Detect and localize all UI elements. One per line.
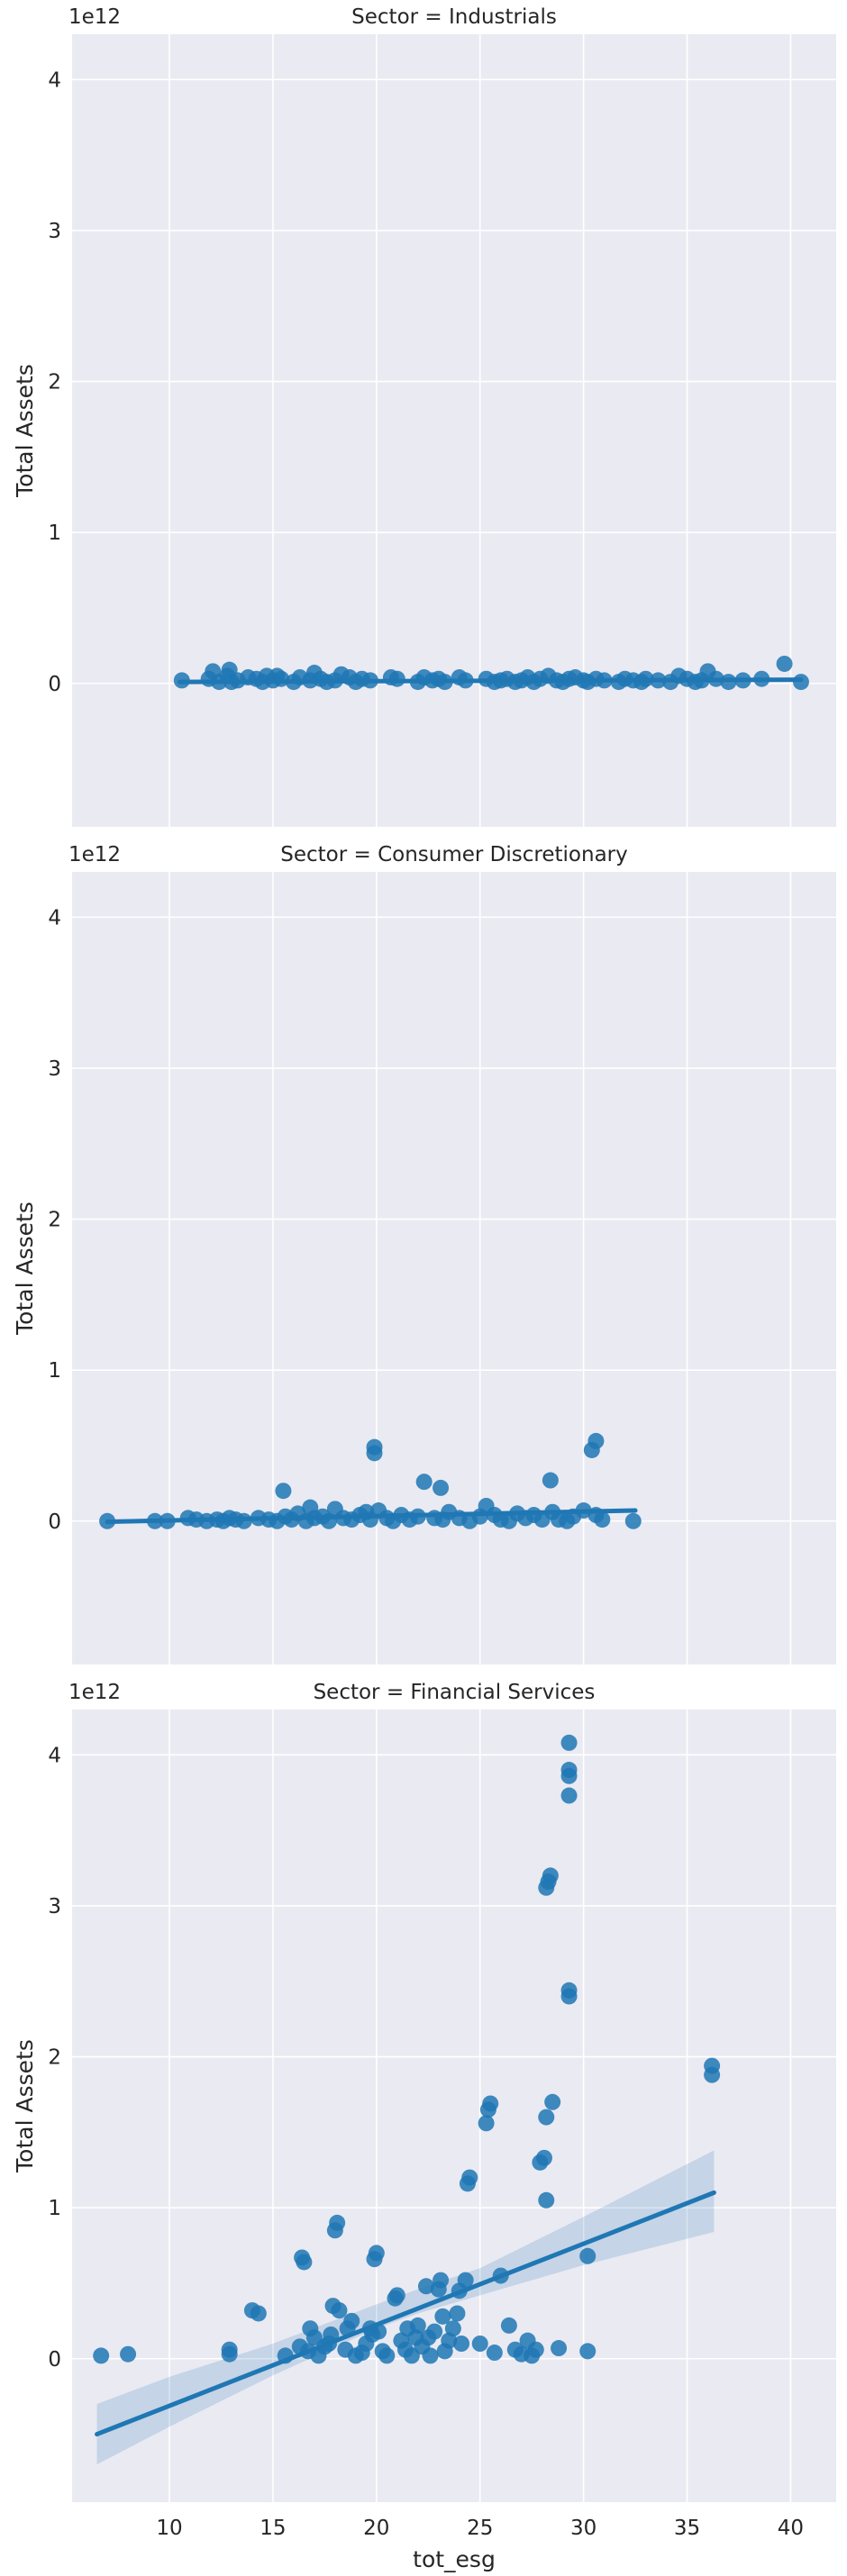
chart-panel-2: 0 1 2 3 4 Sector = Consumer Discretionary 1e12… [12, 843, 836, 1664]
data-point [542, 1867, 559, 1884]
regression-line [105, 1508, 638, 1525]
y-tick-label: 4 [48, 68, 61, 92]
y-tick-label: 2 [48, 1209, 61, 1232]
data-point [250, 2305, 267, 2322]
data-point [594, 1511, 611, 1528]
y-axis-label: Total Assets [12, 2039, 38, 2173]
y-tick-label: 1 [48, 522, 61, 545]
data-point [587, 1432, 605, 1449]
data-point [478, 2115, 495, 2132]
plot-area [72, 34, 836, 827]
x-tick-label: 15 [260, 2517, 286, 2540]
y-tick-label: 2 [48, 2046, 61, 2070]
x-axis-label: tot_esg [413, 2546, 496, 2572]
data-point [527, 2341, 544, 2358]
panel-title: Sector = Consumer Discretionary [280, 843, 627, 866]
y-offset-label: 1e12 [68, 1681, 121, 1704]
plot-area [72, 1710, 836, 2502]
data-point [221, 2341, 238, 2358]
y-tick-label: 4 [48, 1744, 61, 1767]
data-point [434, 2308, 451, 2325]
panel-title: Sector = Industrials [351, 5, 557, 29]
confidence-band [96, 2150, 715, 2465]
data-point [538, 2191, 555, 2209]
data-point [368, 2245, 385, 2262]
data-point [388, 2287, 405, 2304]
data-point [331, 2302, 348, 2319]
y-tick-label: 4 [48, 906, 61, 930]
data-point [482, 2095, 499, 2112]
x-tick-label: 30 [570, 2517, 597, 2540]
data-point [471, 2336, 488, 2352]
regression-line [178, 677, 804, 685]
data-point [453, 2336, 470, 2352]
data-point [422, 2347, 439, 2364]
y-tick-label: 3 [48, 1057, 61, 1081]
chart-panel-1: 0 1 2 3 4 Sector = Industrials 1e12 Total Asset… [12, 5, 836, 827]
y-tick-label: 3 [48, 1895, 61, 1918]
data-point [461, 2169, 478, 2186]
y-offset-label: 1e12 [68, 5, 121, 29]
y-offset-label: 1e12 [68, 843, 121, 866]
data-point [93, 2347, 110, 2364]
data-point [624, 1512, 642, 1529]
chart-panel-3: 0 1 2 3 4 10 15 20 25 30 35 40 Sector = Financial Se… [12, 1681, 836, 2572]
x-tick-label: 40 [778, 2517, 804, 2540]
data-point [560, 1767, 578, 1784]
data-point [551, 2340, 568, 2357]
regression-line [95, 2190, 716, 2437]
x-tick-label: 10 [156, 2517, 182, 2540]
data-point [433, 2272, 450, 2289]
y-tick-label: 1 [48, 1359, 61, 1383]
data-point [433, 1479, 450, 1496]
y-tick-label: 1 [48, 2197, 61, 2220]
data-point [275, 1483, 292, 1500]
y-axis-label: Total Assets [12, 1202, 38, 1336]
data-point [542, 1472, 559, 1489]
data-point [704, 2057, 721, 2074]
data-point [579, 2343, 597, 2360]
x-tick-label: 35 [674, 2517, 700, 2540]
y-tick-label: 0 [48, 1510, 61, 1534]
data-point [457, 2272, 474, 2289]
plot-area [72, 872, 836, 1664]
data-point [500, 2317, 517, 2334]
data-point [296, 2254, 313, 2271]
y-axis-label: Total Assets [12, 364, 38, 498]
data-point [444, 2320, 461, 2337]
data-point [538, 2109, 555, 2126]
data-point [579, 2247, 597, 2264]
y-tick-label: 2 [48, 371, 61, 395]
data-point [366, 1438, 383, 1456]
data-point [776, 655, 793, 672]
data-point [415, 1474, 433, 1491]
data-point [560, 1787, 578, 1804]
y-tick-label: 0 [48, 2348, 61, 2372]
data-point [343, 2312, 360, 2329]
data-point [486, 2345, 503, 2362]
data-point [535, 2149, 552, 2166]
y-tick-label: 3 [48, 220, 61, 243]
panel-title: Sector = Financial Services [314, 1681, 596, 1704]
data-point [329, 2214, 346, 2231]
data-point [560, 1988, 578, 2005]
data-point [544, 2093, 561, 2110]
data-point [560, 1734, 578, 1751]
x-tick-label: 20 [363, 2517, 389, 2540]
data-point [449, 2305, 466, 2322]
data-point [409, 2317, 426, 2334]
y-tick-label: 0 [48, 673, 61, 696]
data-point [426, 2323, 443, 2340]
data-point [378, 2347, 396, 2364]
data-point [417, 2278, 434, 2295]
x-tick-label: 25 [467, 2517, 493, 2540]
data-point [120, 2345, 137, 2363]
